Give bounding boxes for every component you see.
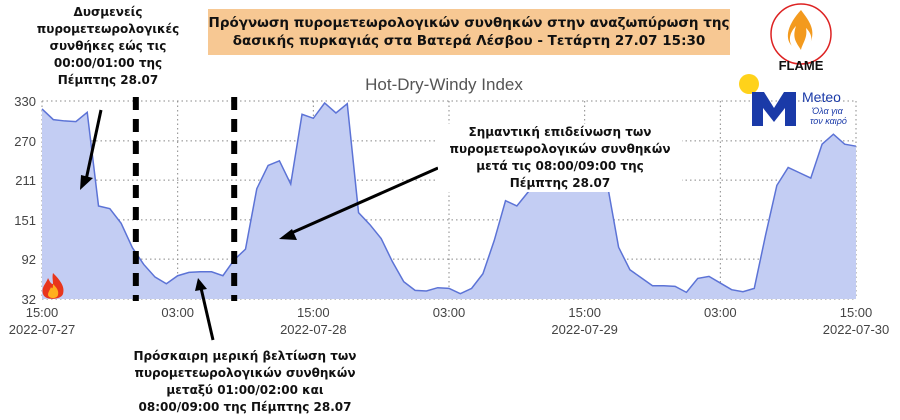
- x-tick-time: 15:00: [26, 305, 59, 320]
- annotation-left-line: συνθήκες εώς τις: [49, 39, 167, 53]
- x-tick-time: 15:00: [297, 305, 330, 320]
- annotation-bottom-line: Πρόσκαιρη μερική βελτίωση των: [133, 349, 357, 363]
- y-tick-label: 32: [22, 292, 36, 307]
- annotation-right-line: πυρομετεωρολογικών συνθηκών: [449, 142, 671, 156]
- annotation-right: Σημαντική επιδείνωση των πυρομετεωρολογι…: [438, 124, 682, 192]
- x-tick-date: 2022-07-28: [280, 322, 347, 337]
- x-axis-ticks: 15:00 2022-07-27 03:00 15:00 2022-07-28 03:00…: [9, 305, 890, 337]
- x-tick-time: 03:00: [704, 305, 737, 320]
- arrow-bottom: [199, 287, 215, 341]
- y-tick-label: 92: [22, 252, 36, 267]
- chart-title: Hot-Dry-Windy Index: [365, 75, 523, 94]
- annotation-left-line: πυρομετεωρολογικές: [36, 22, 180, 36]
- x-tick-date: 2022-07-27: [9, 322, 76, 337]
- x-tick-date: 2022-07-30: [823, 322, 890, 337]
- x-tick-time: 03:00: [433, 305, 466, 320]
- fire-icon: [42, 273, 64, 299]
- x-tick-date: 2022-07-29: [551, 322, 618, 337]
- meteo-slogan-1: Όλα για: [811, 106, 844, 116]
- title-line-1: Πρόγνωση πυρομετεωρολογικών συνθηκών στη…: [208, 15, 730, 31]
- annotation-arrows: [80, 109, 439, 341]
- y-tick-label: 211: [15, 173, 36, 188]
- x-tick-time: 15:00: [568, 305, 601, 320]
- dashed-markers: [132, 97, 238, 301]
- annotation-left-line: Δυσμενείς: [73, 5, 143, 19]
- annotation-left-line: Πέμπτης 28.07: [57, 73, 159, 87]
- flame-logo-ring: [770, 3, 832, 65]
- annotation-bottom-line: μεταξύ 01:00/02:00 και: [166, 383, 324, 397]
- arrow-left-head: [80, 175, 93, 190]
- flame-logo-text: FLAME: [779, 58, 824, 72]
- series-line: [41, 101, 857, 295]
- flame-icon: [787, 10, 813, 50]
- area-series: [41, 101, 857, 299]
- sun-icon: [739, 74, 759, 94]
- annotation-right-line: Πέμπτης 28.07: [509, 176, 611, 190]
- flame-logo: FLAME: [770, 3, 832, 72]
- meteo-m-icon: [752, 92, 796, 126]
- annotation-bottom: Πρόσκαιρη μερική βελτίωση των πυρομετεωρ…: [100, 348, 390, 416]
- title-line-2: δασικής πυρκαγιάς στα Βατερά Λέσβου - Τε…: [232, 33, 706, 49]
- forecast-title-box: Πρόγνωση πυρομετεωρολογικών συνθηκών στη…: [208, 9, 730, 55]
- arrow-left: [84, 109, 103, 181]
- y-tick-label: 151: [14, 213, 36, 228]
- annotation-bottom-line: 08:00/09:00 της Πέμπτης 28.07: [138, 400, 352, 414]
- meteo-logo-text: Meteo: [802, 89, 841, 105]
- arrow-right: [288, 166, 439, 236]
- annotation-left: Δυσμενείς πυρομετεωρολογικές συνθήκες εώ…: [20, 4, 196, 89]
- annotation-right-line: Σημαντική επιδείνωση των: [468, 125, 652, 139]
- arrow-right-head: [279, 229, 297, 240]
- annotation-right-line: μετά τις 08:00/09:00 της: [476, 159, 644, 173]
- annotation-bottom-line: πυρομετεωρολογικών συνθηκών: [134, 366, 356, 380]
- meteo-logo: Meteo Όλα για τον καιρό: [739, 74, 847, 126]
- meteo-slogan-2: τον καιρό: [810, 116, 847, 126]
- x-tick-time: 15:00: [840, 305, 873, 320]
- arrow-bottom-head: [195, 278, 207, 291]
- annotation-left-line: 00:00/01:00 της: [53, 56, 163, 70]
- y-tick-label: 330: [14, 94, 36, 109]
- y-axis-ticks: 330 270 211 151 92 32: [14, 94, 36, 307]
- y-tick-label: 270: [14, 134, 36, 149]
- x-tick-time: 03:00: [161, 305, 194, 320]
